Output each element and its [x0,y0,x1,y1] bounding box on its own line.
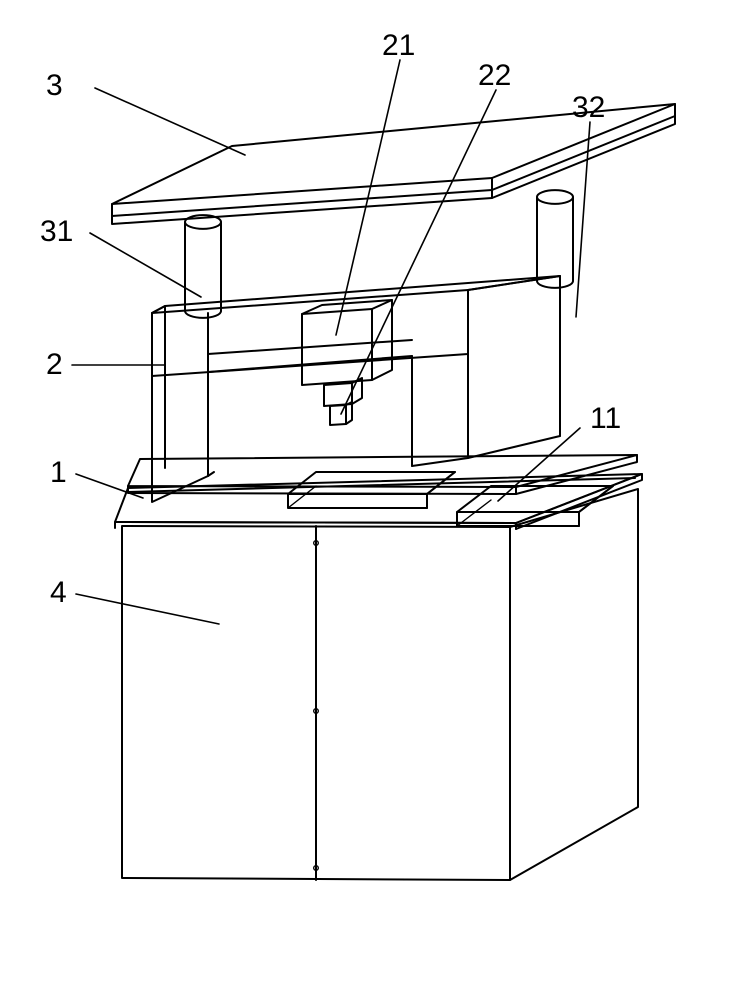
callout-label-3: 3 [46,69,63,102]
callout-label-11: 11 [590,402,621,435]
technical-diagram: 32122323121114 [0,0,747,1000]
callout-label-1: 1 [50,456,67,489]
callout-label-22: 22 [478,59,511,92]
callout-label-32: 32 [572,91,605,124]
callout-label-21: 21 [382,29,415,62]
callout-label-4: 4 [50,576,67,609]
callout-label-2: 2 [46,348,63,381]
callout-label-31: 31 [40,215,73,248]
